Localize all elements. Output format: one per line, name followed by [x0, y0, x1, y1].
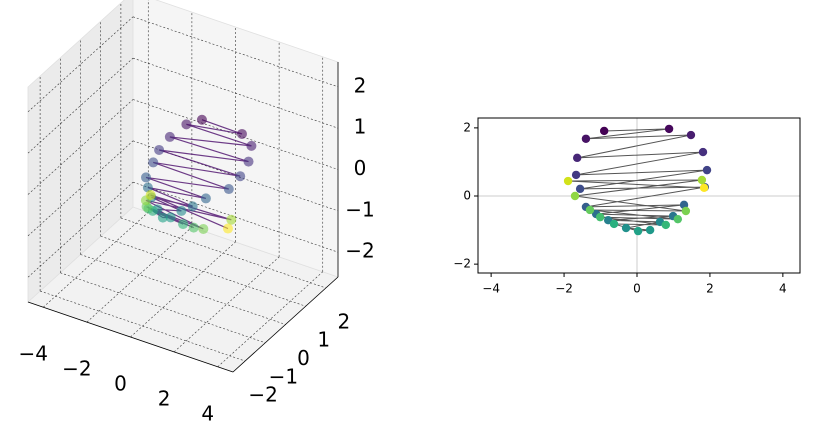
x-tick-label: 4: [201, 401, 214, 425]
point: [222, 223, 233, 234]
point: [157, 212, 168, 223]
x-tick-label: 0: [114, 372, 127, 396]
point: [633, 226, 643, 236]
y-tick-label: −2: [248, 383, 277, 407]
y-axis: [232, 276, 339, 373]
grid-line: [120, 217, 326, 289]
point: [599, 126, 609, 136]
grid-line: [130, 241, 236, 338]
point: [575, 184, 585, 194]
point: [595, 212, 605, 222]
grid-line: [80, 254, 286, 325]
y-tick-label: 1: [317, 328, 330, 352]
point: [178, 219, 189, 230]
point: [176, 205, 187, 216]
grid-line: [27, 57, 134, 154]
z-tick-label: −1: [345, 197, 374, 221]
point: [196, 114, 207, 125]
x-axis: [27, 301, 234, 373]
z-tick-label: 1: [354, 115, 367, 139]
point: [563, 176, 573, 186]
grid-line: [86, 226, 193, 323]
point: [571, 170, 581, 180]
point: [609, 219, 619, 229]
x-tick-label: 0: [633, 282, 641, 296]
point: [148, 157, 159, 168]
y-tick-label: 0: [463, 189, 471, 203]
plot-frame: [477, 117, 801, 274]
point: [681, 206, 691, 216]
point: [664, 124, 674, 134]
y-tick-label: 2: [338, 309, 351, 333]
point: [200, 193, 211, 204]
grid-line: [27, 99, 134, 195]
x-tick-label: −2: [555, 282, 573, 296]
x-tick-label: 4: [779, 282, 787, 296]
point: [686, 130, 696, 140]
point: [673, 214, 683, 224]
grid-line: [132, 16, 339, 88]
point: [142, 182, 153, 193]
z-tick-label: 2: [354, 73, 367, 97]
grid-line: [217, 271, 323, 368]
point: [187, 201, 198, 212]
y-tick-label: 2: [463, 120, 471, 134]
z-tick-label: 0: [354, 156, 367, 180]
point: [585, 205, 595, 215]
point: [181, 119, 192, 130]
grid-line: [40, 290, 246, 362]
grid-line: [27, 16, 134, 113]
grid-line: [27, 181, 134, 278]
point: [572, 153, 582, 163]
point: [198, 223, 209, 234]
point: [699, 183, 709, 193]
point: [645, 225, 655, 235]
x-tick-label: 2: [158, 386, 171, 410]
x-tick-label: −4: [19, 342, 48, 366]
x-tick-label: −2: [62, 357, 91, 381]
grid-line: [27, 140, 134, 237]
point: [141, 172, 152, 183]
y-tick-label: −2: [453, 257, 471, 271]
point: [154, 144, 165, 155]
left-pane: [27, 0, 134, 303]
point: [145, 190, 156, 201]
point: [570, 191, 580, 201]
grid-line: [132, 57, 339, 129]
y-tick-label: 0: [297, 346, 310, 370]
grid-line: [173, 256, 280, 353]
grid-line: [43, 211, 149, 308]
point: [246, 140, 257, 151]
point: [621, 223, 631, 233]
point: [581, 134, 591, 143]
grid-line: [100, 235, 306, 307]
point: [226, 214, 237, 225]
grid-line: [60, 272, 266, 344]
point: [243, 156, 254, 167]
z-tick-label: −2: [345, 239, 374, 263]
point: [697, 175, 707, 185]
point: [698, 147, 708, 157]
point: [165, 212, 176, 223]
point: [236, 128, 247, 139]
point: [164, 131, 175, 142]
x-tick-label: 2: [706, 282, 714, 296]
connecting-line: [568, 128, 708, 232]
grid-line: [132, 99, 339, 170]
point: [223, 184, 234, 195]
point: [661, 220, 671, 230]
x-tick-label: −4: [482, 282, 500, 296]
y-tick-label: −1: [269, 364, 298, 388]
point: [188, 222, 199, 233]
point: [235, 171, 246, 182]
point: [702, 165, 712, 175]
